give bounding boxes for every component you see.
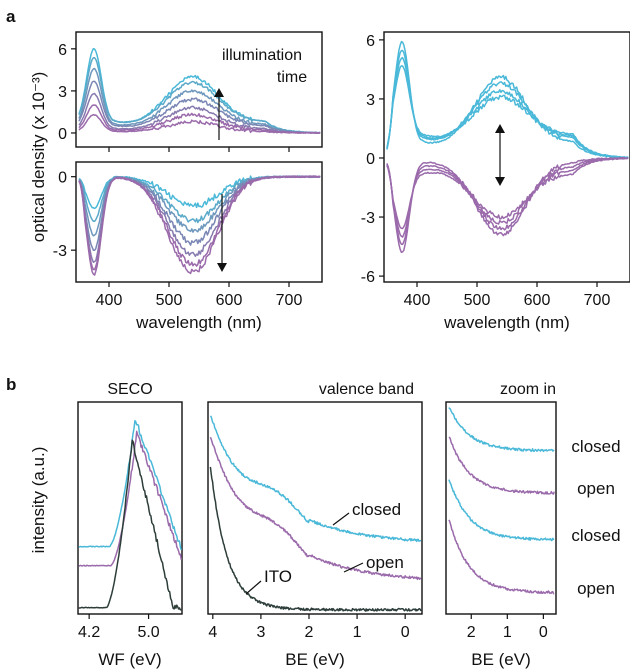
series-line (78, 175, 321, 276)
series-line (78, 430, 183, 567)
series-line (386, 65, 629, 159)
chart-title-valence: valence band (319, 381, 414, 398)
series-line (78, 57, 321, 134)
panel-label-a: a (6, 7, 16, 26)
x-tick-label: 700 (276, 292, 303, 309)
series-line (386, 56, 629, 159)
series-line (209, 415, 422, 543)
series-label-closed: closed (571, 437, 620, 456)
x-tick-label: 400 (96, 292, 123, 309)
series-line (78, 175, 321, 252)
leader-line (245, 580, 262, 595)
annotation-time: time (277, 69, 307, 86)
series-line (448, 407, 555, 453)
series-line (78, 80, 321, 134)
chart-a-bottom-left: 400 500 600 700 0 -3 wavelength (nm) (53, 161, 323, 332)
series-line (78, 113, 321, 134)
plot-frame (75, 161, 323, 283)
y-tick-label: 3 (58, 84, 67, 101)
series-line (78, 439, 182, 611)
annotation-illumination: illumination (222, 47, 302, 64)
y-tick-label: 0 (58, 170, 67, 187)
chart-b-zoom: zoom in closed open closed open 2 1 0 BE (eV) (445, 381, 621, 669)
x-axis-label: BE (eV) (285, 650, 345, 669)
series-label-open: open (577, 579, 615, 598)
series-line (386, 156, 629, 254)
plot-frame (75, 31, 323, 148)
leader-line (332, 512, 350, 526)
series-line (209, 466, 422, 612)
arrow-head-icon (217, 263, 227, 272)
label-open: open (366, 553, 404, 572)
x-tick-label: 4.2 (78, 624, 100, 641)
arrow-head-icon (214, 88, 224, 97)
series-label-open: open (577, 479, 615, 498)
plot-frame (207, 401, 423, 615)
x-tick-label: 0 (401, 624, 410, 641)
leader-line (343, 562, 364, 573)
chart-b-valence: valence band closed open ITO 4 3 2 1 0 BE (eV) (207, 381, 423, 669)
x-tick-label: 3 (256, 624, 265, 641)
x-tick-label: 2 (305, 624, 314, 641)
x-tick-label: 4 (208, 624, 217, 641)
x-tick-label: 600 (524, 292, 551, 309)
plot-frame (445, 401, 557, 615)
y-tick-label: 3 (366, 92, 375, 109)
series-line (386, 157, 629, 238)
chart-b-seco: SECO 4.2 5.0 WF (eV) (77, 381, 183, 669)
arrow-head-icon (495, 124, 505, 133)
y-tick-label: 6 (366, 33, 375, 50)
y-tick-label: -3 (53, 243, 67, 260)
x-axis-label: wavelength (nm) (135, 313, 262, 332)
series-line (78, 175, 321, 210)
series-line (448, 436, 555, 495)
x-axis-label: BE (eV) (471, 650, 531, 669)
x-tick-label: 2 (467, 624, 476, 641)
chart-a-top-left: 0 3 6 illumination time (58, 31, 323, 152)
x-tick-label: 500 (156, 292, 183, 309)
series-line (78, 175, 321, 263)
series-line (386, 40, 629, 159)
series-line (78, 175, 321, 224)
ylabel-optical-density: optical density (x 10⁻³) (29, 72, 48, 243)
series-line (448, 479, 555, 542)
x-axis-label: wavelength (nm) (443, 313, 570, 332)
y-tick-label: 0 (58, 126, 67, 143)
y-tick-label: -6 (361, 269, 375, 286)
x-tick-label: 5.0 (137, 624, 159, 641)
label-ito: ITO (264, 567, 292, 586)
label-closed: closed (352, 500, 401, 519)
x-tick-label: 0 (539, 624, 548, 641)
chart-title-seco: SECO (107, 381, 152, 398)
x-tick-label: 600 (216, 292, 243, 309)
series-line (448, 519, 555, 595)
panel-label-b: b (6, 375, 16, 394)
ylabel-intensity: intensity (a.u.) (29, 447, 48, 554)
chart-title-zoom: zoom in (500, 381, 556, 398)
series-line (209, 436, 422, 581)
series-label-closed: closed (571, 526, 620, 545)
x-tick-label: 400 (404, 292, 431, 309)
series-line (386, 156, 629, 246)
x-axis-label: WF (eV) (98, 650, 161, 669)
y-tick-label: 6 (58, 42, 67, 59)
y-tick-label: -3 (361, 210, 375, 227)
x-tick-label: 500 (464, 292, 491, 309)
plot-frame (383, 31, 630, 283)
series-line (78, 175, 321, 271)
series-line (386, 157, 629, 230)
arrow-head-icon (495, 177, 505, 186)
plot-frame (77, 401, 183, 615)
x-tick-label: 700 (584, 292, 611, 309)
chart-a-right: 400 500 600 700 6 3 0 -3 -6 wavelength (nm) (361, 31, 630, 332)
x-tick-label: 1 (503, 624, 512, 641)
y-tick-label: 0 (366, 151, 375, 168)
x-tick-label: 1 (353, 624, 362, 641)
